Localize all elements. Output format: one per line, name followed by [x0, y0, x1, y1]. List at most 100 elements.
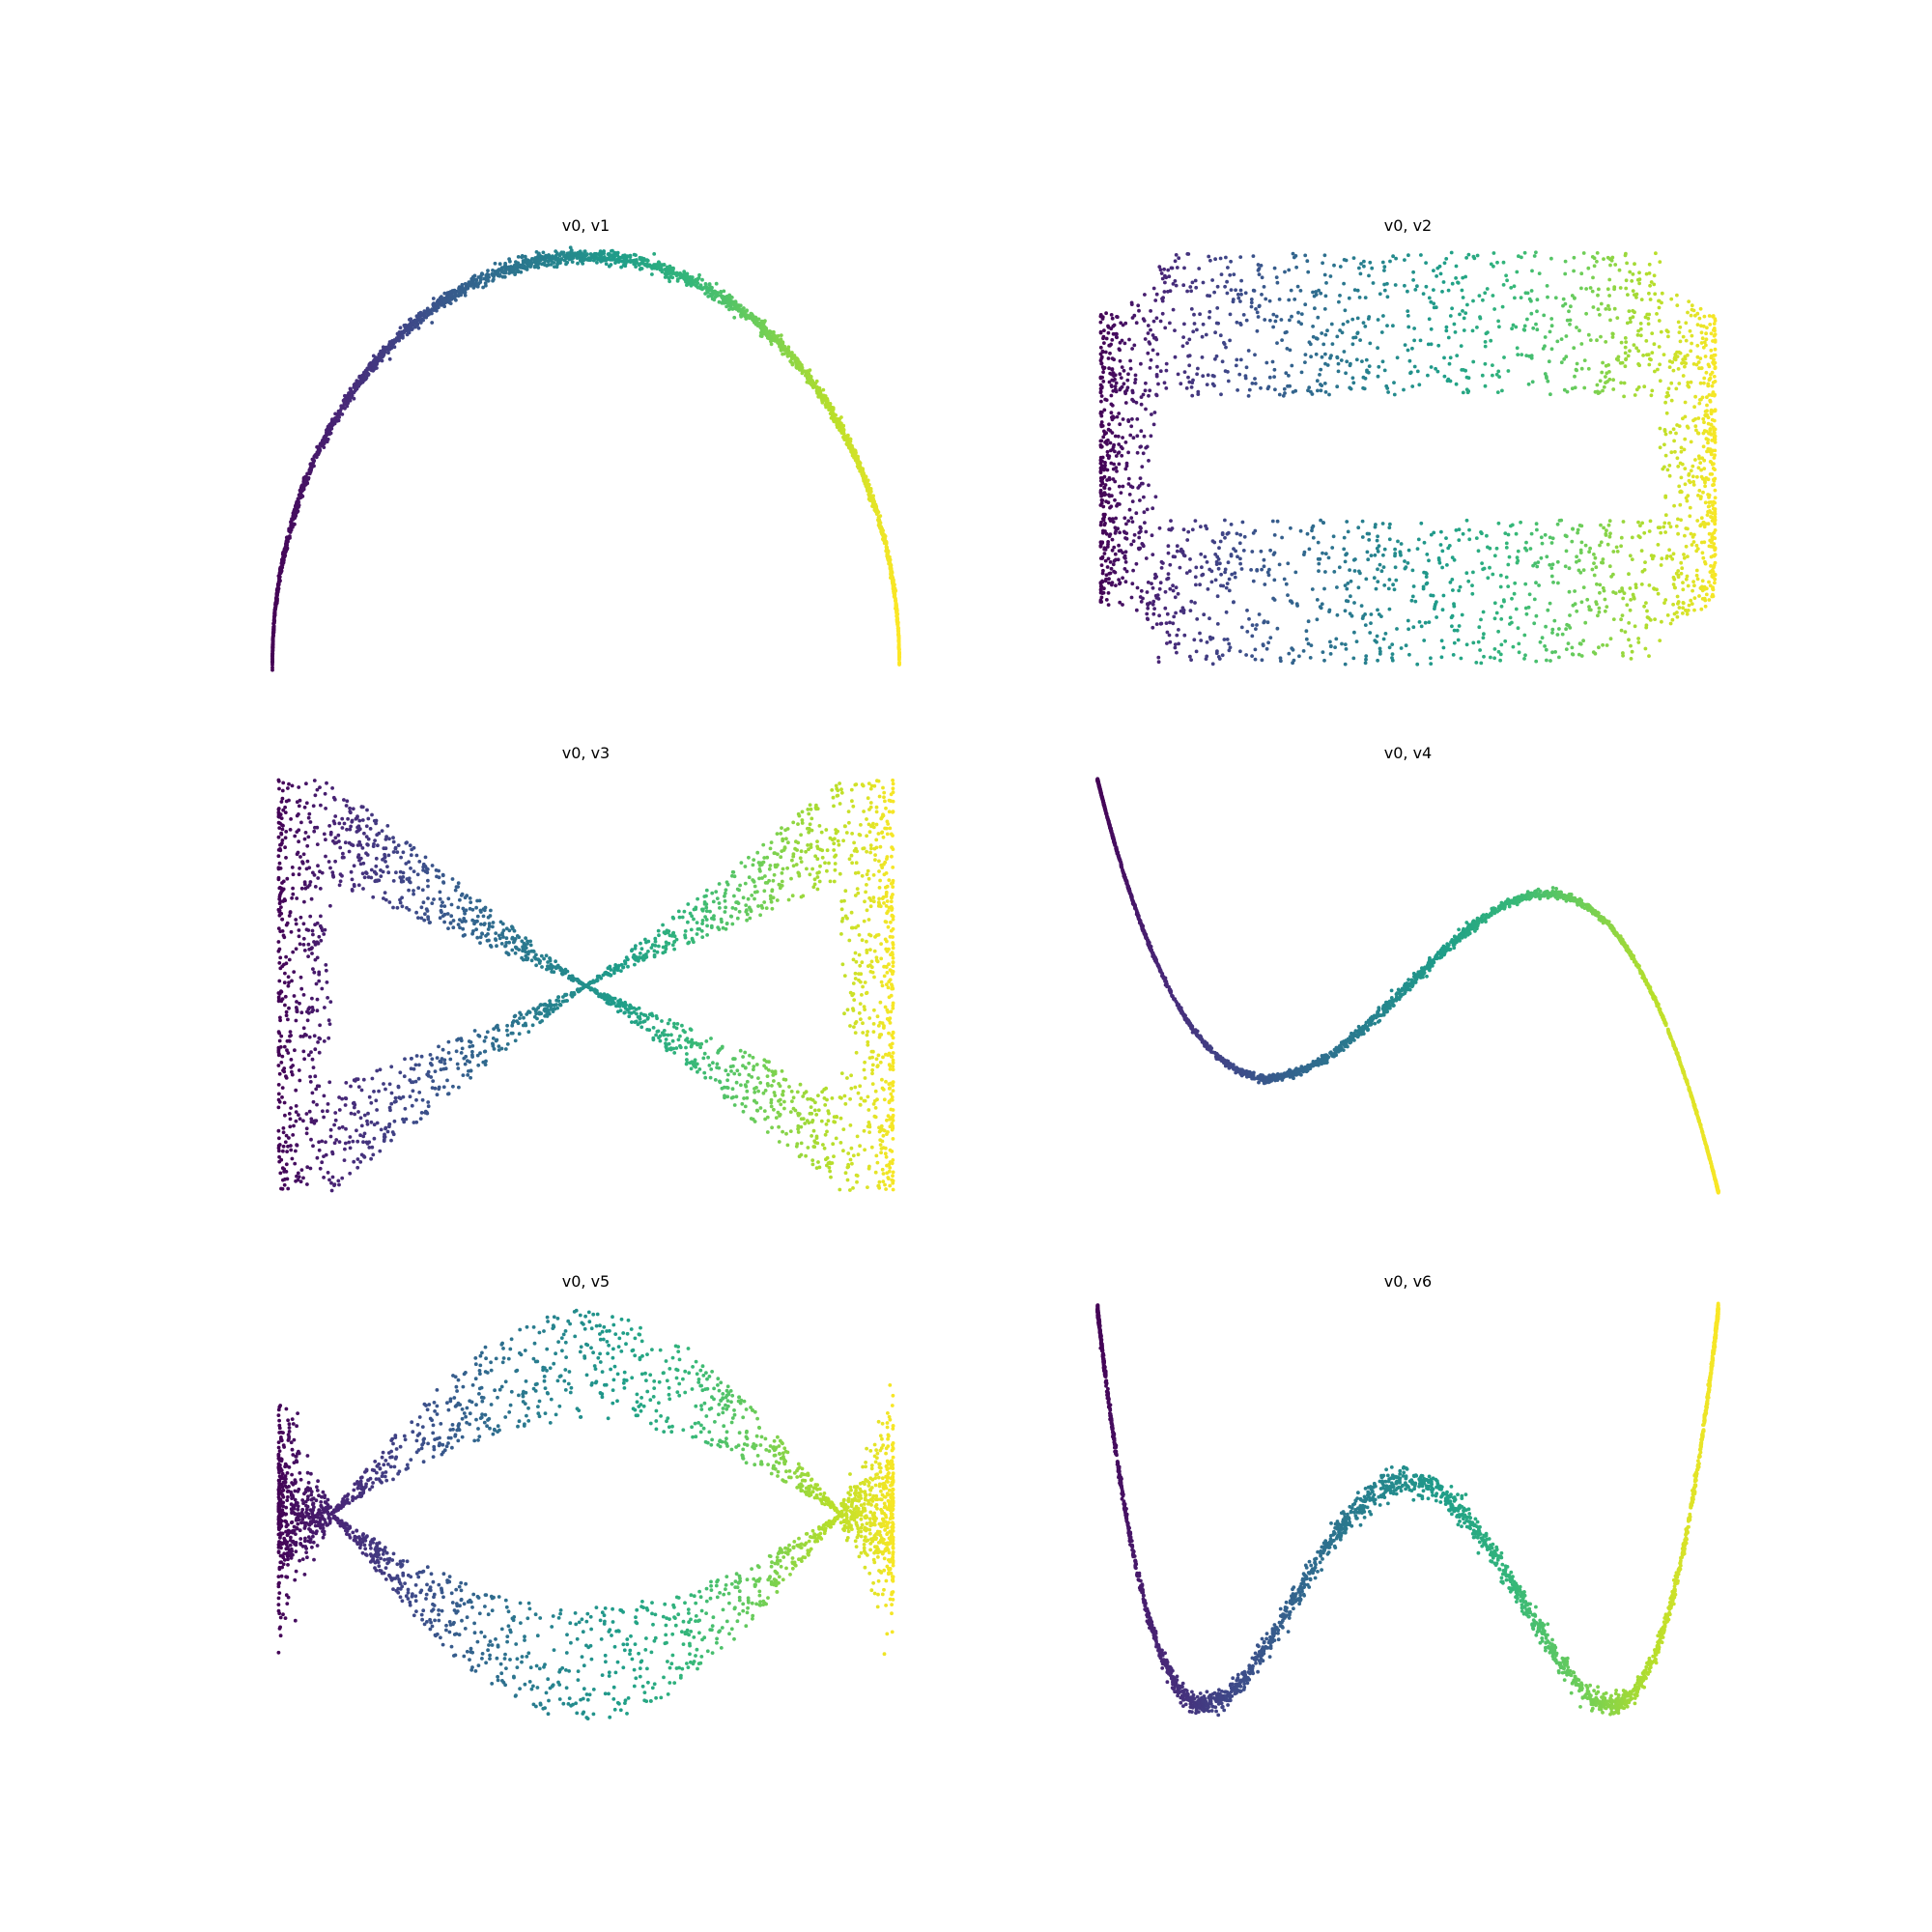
- data-point: [297, 503, 301, 507]
- data-point: [1595, 383, 1600, 387]
- data-point: [1332, 263, 1336, 268]
- data-point: [1354, 357, 1359, 362]
- data-point: [1701, 416, 1706, 421]
- data-point: [1501, 260, 1506, 265]
- data-point: [1101, 504, 1106, 509]
- data-point: [1534, 613, 1539, 618]
- data-point: [1224, 585, 1229, 590]
- data-point: [1622, 381, 1627, 385]
- data-point: [1126, 372, 1130, 377]
- data-point: [1591, 650, 1596, 654]
- data-point: [1551, 581, 1555, 584]
- data-point: [1270, 519, 1275, 524]
- data-point: [1386, 586, 1391, 591]
- data-point: [1244, 653, 1248, 657]
- data-point: [1477, 294, 1482, 298]
- data-point: [1194, 582, 1198, 587]
- data-point: [1636, 520, 1640, 525]
- data-point: [1691, 362, 1696, 366]
- data-point: [1548, 329, 1552, 334]
- data-point: [1162, 290, 1167, 294]
- data-point: [1223, 535, 1227, 540]
- data-point: [1678, 351, 1683, 355]
- data-point: [1105, 565, 1110, 569]
- data-point: [1667, 521, 1671, 526]
- data-point: [1427, 317, 1432, 322]
- data-point: [1631, 272, 1635, 276]
- data-point: [1322, 272, 1327, 277]
- data-point: [1512, 591, 1517, 596]
- data-point: [294, 503, 298, 508]
- data-point: [1230, 572, 1235, 577]
- data-point: [1378, 562, 1382, 567]
- data-point: [1577, 652, 1581, 657]
- data-point: [1130, 582, 1135, 586]
- data-point: [1143, 521, 1147, 525]
- data-point: [1128, 358, 1132, 363]
- data-point: [1686, 583, 1690, 588]
- data-point: [1392, 392, 1397, 397]
- data-point: [1219, 583, 1223, 588]
- data-point: [1575, 609, 1579, 613]
- data-point: [1121, 436, 1124, 440]
- data-point: [1713, 347, 1718, 352]
- data-point: [1186, 354, 1190, 358]
- data-point: [1134, 400, 1139, 405]
- data-point: [1573, 589, 1577, 593]
- data-point: [1534, 250, 1538, 255]
- data-point: [1107, 577, 1111, 582]
- data-point: [1694, 573, 1699, 578]
- data-point: [1382, 265, 1387, 270]
- data-point: [1491, 373, 1494, 378]
- data-point: [827, 405, 832, 409]
- data-point: [1393, 565, 1398, 570]
- data-point: [1123, 560, 1128, 564]
- data-point: [1676, 320, 1681, 325]
- data-point: [797, 367, 802, 372]
- data-point: [1698, 306, 1703, 311]
- data-point: [494, 271, 498, 276]
- data-point: [659, 265, 664, 270]
- data-point: [1695, 323, 1700, 327]
- data-point: [1262, 557, 1266, 562]
- data-point: [1634, 387, 1639, 392]
- data-point: [309, 466, 314, 470]
- data-point: [460, 290, 464, 295]
- data-point: [1516, 353, 1520, 356]
- data-point: [1157, 586, 1162, 591]
- data-point: [1295, 284, 1300, 289]
- data-point: [1314, 352, 1319, 356]
- data-point: [1234, 549, 1237, 554]
- data-point: [1376, 608, 1379, 612]
- data-point: [1151, 625, 1155, 630]
- data-point: [1451, 588, 1455, 592]
- data-point: [1681, 611, 1685, 615]
- data-point: [896, 636, 901, 640]
- data-point: [1335, 355, 1340, 359]
- data-point: [1683, 482, 1688, 487]
- data-point: [1229, 523, 1234, 526]
- data-point: [1637, 270, 1641, 275]
- data-point: [1709, 348, 1714, 353]
- data-point: [1703, 604, 1708, 609]
- data-point: [1357, 569, 1361, 574]
- data-point: [1485, 287, 1490, 291]
- data-point: [1630, 279, 1634, 283]
- data-point: [311, 461, 316, 465]
- data-point: [1636, 534, 1641, 538]
- data-point: [1110, 356, 1115, 360]
- data-point: [1419, 521, 1424, 526]
- data-point: [1104, 573, 1109, 578]
- data-point: [632, 262, 637, 267]
- data-point: [1379, 330, 1384, 334]
- data-point: [1388, 522, 1392, 526]
- data-point: [1131, 436, 1136, 440]
- data-point: [1622, 591, 1627, 595]
- data-point: [1683, 400, 1688, 405]
- data-point: [1415, 284, 1419, 289]
- data-point: [435, 308, 439, 313]
- data-point: [1665, 329, 1670, 334]
- data-point: [1433, 604, 1437, 609]
- data-point: [1154, 622, 1159, 626]
- data-point: [1157, 265, 1162, 270]
